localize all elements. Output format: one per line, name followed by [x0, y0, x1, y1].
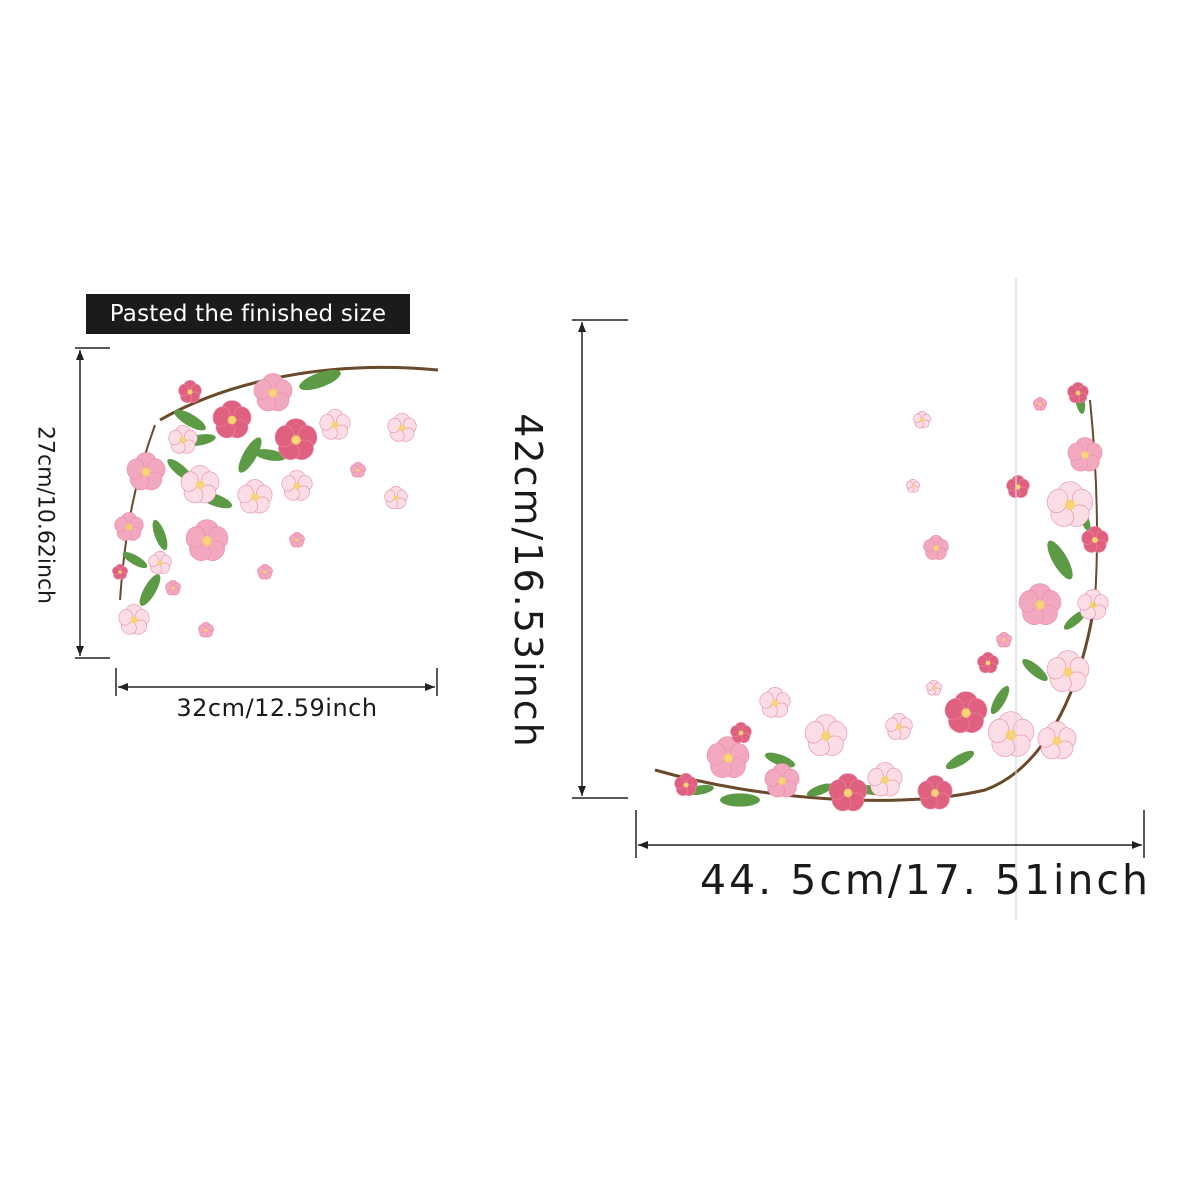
leaf-icon — [990, 685, 1010, 715]
blossom-icon — [289, 531, 305, 548]
right-cherry-blossom-decal — [654, 382, 1109, 812]
blossom-icon — [1067, 437, 1103, 472]
blossom-icon — [926, 679, 942, 696]
blossom-icon — [913, 410, 931, 429]
blossom-icon — [1046, 650, 1090, 692]
blossom-icon — [885, 713, 913, 740]
right-width-dimension — [635, 810, 1145, 858]
blossom-icon — [944, 691, 988, 733]
blossom-icon — [180, 465, 220, 504]
blossom-icon — [996, 631, 1012, 648]
blossom-icon — [274, 418, 318, 460]
right-width-label: 44. 5cm/17. 51inch — [700, 856, 1151, 904]
right-height-label: 42cm/16.53inch — [506, 413, 550, 749]
right-height-dimension — [572, 319, 628, 799]
left-height-dimension — [75, 347, 110, 659]
blossom-icon — [178, 380, 202, 404]
blossom-icon — [350, 461, 366, 478]
leaf-icon — [299, 369, 341, 391]
leaf-icon — [139, 574, 161, 606]
blossom-icon — [906, 478, 920, 493]
blossom-icon — [112, 563, 128, 580]
leaf-icon — [152, 519, 168, 551]
blossom-icon — [1046, 481, 1094, 527]
leaf-icon — [720, 793, 760, 807]
blossom-icon — [384, 486, 408, 510]
leaf-icon — [238, 437, 262, 473]
blossom-icon — [168, 425, 198, 454]
blossom-icon — [706, 736, 750, 778]
blossom-icon — [730, 722, 752, 744]
blossom-icon — [977, 652, 999, 674]
blossom-icon — [118, 604, 150, 635]
leaf-icon — [1047, 540, 1073, 580]
blossom-icon — [674, 773, 698, 797]
blossom-icon — [198, 621, 214, 638]
left-width-dimension — [115, 668, 438, 696]
blossom-icon — [257, 563, 273, 580]
blossom-icon — [1081, 526, 1109, 553]
blossom-icon — [148, 551, 172, 575]
finished-size-badge: Pasted the finished size — [86, 294, 410, 334]
blossom-icon — [1033, 396, 1047, 411]
left-height-label: 27cm/10.62inch — [32, 425, 58, 605]
blossom-icon — [1018, 583, 1062, 625]
blossom-icon — [759, 687, 791, 718]
blossom-icon — [237, 479, 273, 514]
blossom-icon — [804, 714, 848, 756]
blossom-icon — [828, 773, 868, 812]
blossom-icon — [281, 470, 313, 501]
leaf-icon — [1022, 658, 1048, 682]
left-width-label: 32cm/12.59inch — [176, 694, 378, 722]
blossom-icon — [1067, 382, 1089, 404]
blossom-icon — [253, 373, 293, 412]
leaf-icon — [806, 783, 834, 797]
blossom-icon — [923, 535, 949, 560]
leaf-icon — [174, 409, 206, 431]
leaf-icon — [254, 449, 286, 461]
blossom-icon — [764, 763, 800, 798]
left-cherry-blossom-decal — [112, 365, 439, 638]
blossom-icon — [114, 512, 144, 541]
leaf-icon — [764, 752, 796, 768]
blossom-icon — [917, 775, 953, 810]
leaf-icon — [945, 750, 975, 770]
leaf-icon — [1063, 610, 1087, 630]
leaf-icon — [122, 551, 148, 569]
blossom-icon — [1037, 721, 1077, 760]
blossom-icon — [185, 519, 229, 561]
blossom-icon — [1077, 589, 1109, 620]
blossom-icon — [126, 452, 166, 491]
blossom-icon — [987, 711, 1035, 757]
blossom-icon — [165, 579, 181, 596]
blossom-icon — [212, 400, 252, 439]
blossom-icon — [867, 762, 903, 797]
blossom-icon — [319, 409, 351, 440]
blossom-icon — [387, 413, 417, 442]
blossom-icon — [1006, 475, 1030, 499]
